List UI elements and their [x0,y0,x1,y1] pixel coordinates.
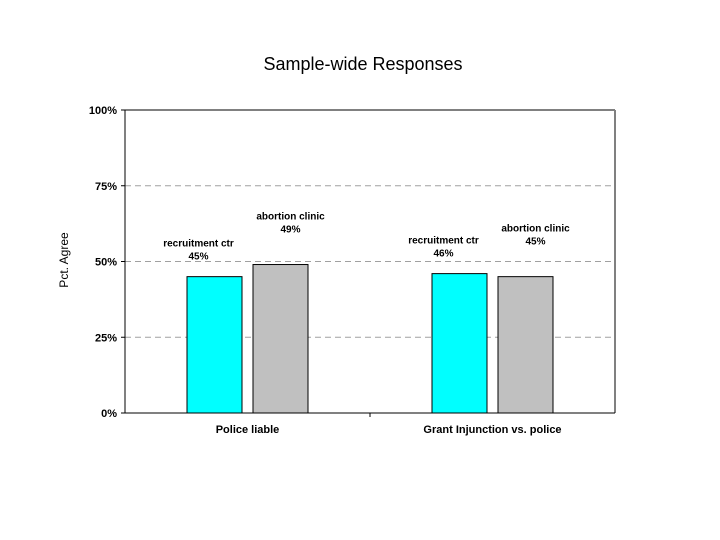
x-category-label: Grant Injunction vs. police [423,424,561,436]
y-tick-label: 50% [95,257,117,269]
y-tick-label: 100% [89,105,117,117]
data-label-name: abortion clinic [501,224,570,235]
plot-area: 0% 25% 50% 75% 100% Police liable recruitment … [89,105,616,436]
bar [497,276,554,414]
data-label-value: 45% [188,252,208,263]
data-label-name: recruitment ctr [163,239,234,250]
data-label-value: 49% [280,225,300,236]
data-label-value: 45% [525,237,545,248]
bar [252,264,309,414]
x-category-label: Police liable [216,424,280,436]
bar [186,276,243,414]
data-label-value: 46% [433,249,453,260]
y-axis-label: Pct. Agree [57,232,71,288]
y-tick-label: 25% [95,332,117,344]
y-tick-label: 75% [95,181,117,193]
data-label-name: abortion clinic [256,212,325,223]
data-label-name: recruitment ctr [408,236,479,247]
bar [431,273,488,414]
chart-title: Sample-wide Responses [263,54,462,74]
y-tick-label: 0% [101,408,117,420]
